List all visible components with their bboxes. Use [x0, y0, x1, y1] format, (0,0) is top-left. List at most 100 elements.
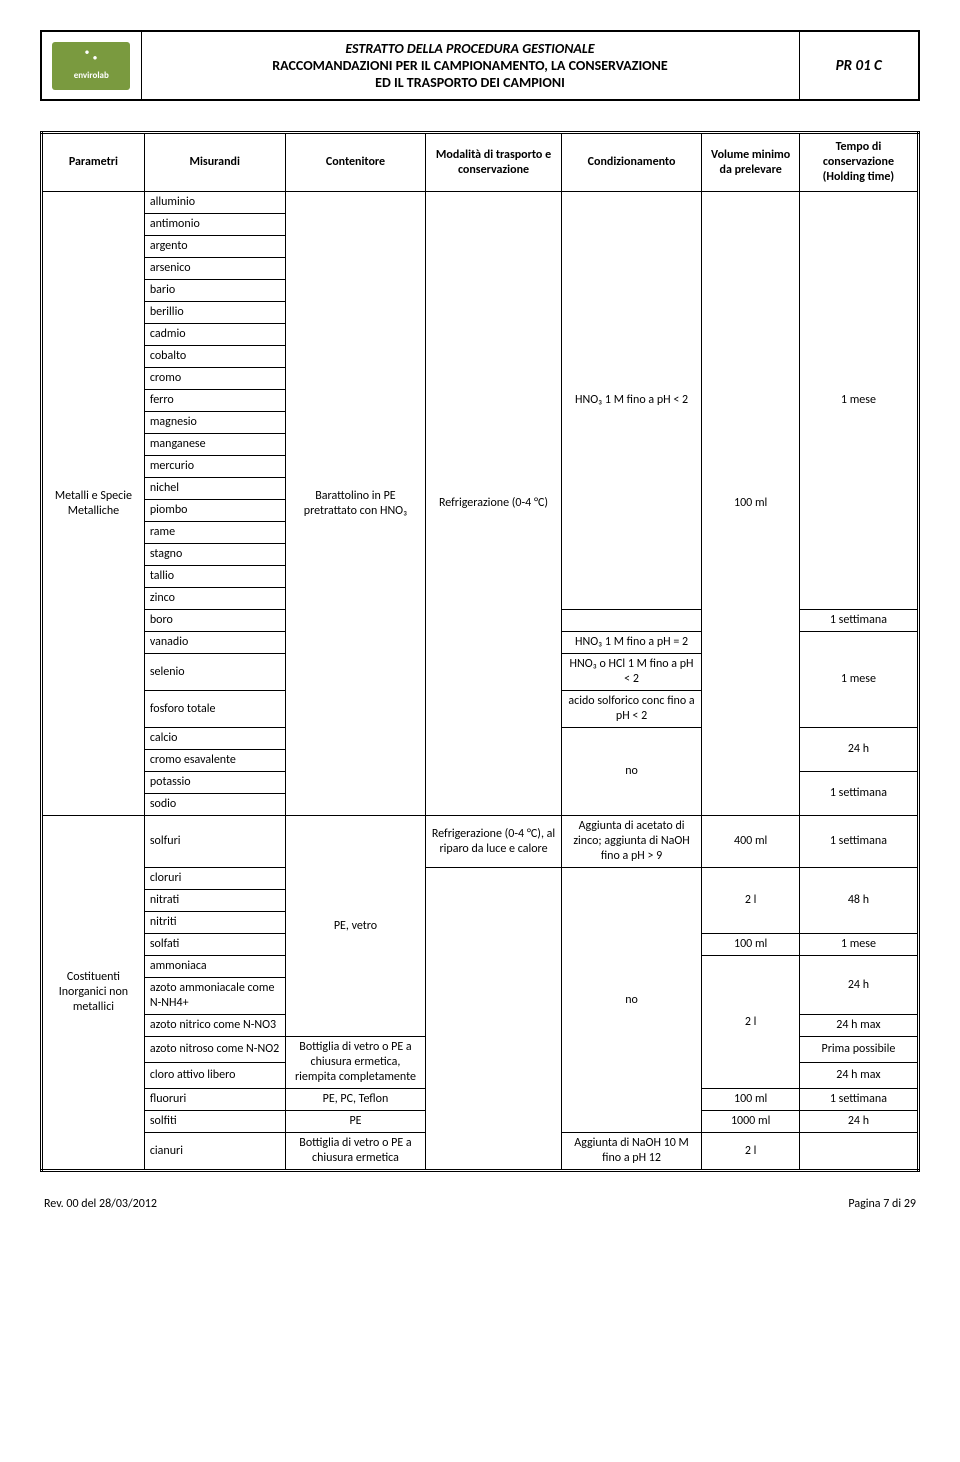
- col-misurandi: Misurandi: [144, 133, 285, 192]
- col-volume: Volume minimo da prelevare: [702, 133, 799, 192]
- vol-100ml: 100 ml: [702, 934, 799, 956]
- mod-blank: [426, 868, 561, 1171]
- tempo-24h: 24 h: [799, 728, 918, 772]
- col-tempo: Tempo di conservazione (Holding time): [799, 133, 918, 192]
- cond-selenio: HNO₃ o HCl 1 M fino a pH < 2: [561, 654, 702, 691]
- col-parametri: Parametri: [42, 133, 145, 192]
- misurando: azoto nitrico come N-NO3: [144, 1015, 285, 1037]
- misurando: boro: [144, 610, 285, 632]
- tempo-1sett-fl: 1 settimana: [799, 1089, 918, 1111]
- col-modalita: Modalità di trasporto e conservazione: [426, 133, 561, 192]
- header-line3: ED IL TRASPORTO DEI CAMPIONI: [150, 74, 791, 91]
- misurando: ammoniaca: [144, 956, 285, 978]
- misurando: cloro attivo libero: [144, 1063, 285, 1089]
- document-header: envirolab ESTRATTO DELLA PROCEDURA GESTI…: [40, 30, 920, 101]
- cond-no-inorg: no: [561, 868, 702, 1133]
- tempo-boro: 1 settimana: [799, 610, 918, 632]
- misurando: stagno: [144, 544, 285, 566]
- misurando: tallio: [144, 566, 285, 588]
- parameters-table: Parametri Misurandi Contenitore Modalità…: [40, 131, 920, 1172]
- header-title: ESTRATTO DELLA PROCEDURA GESTIONALE RACC…: [141, 31, 799, 100]
- cond-vanadio: HNO₃ 1 M fino a pH = 2: [561, 632, 702, 654]
- tempo-24h-solfiti: 24 h: [799, 1111, 918, 1133]
- tempo-24hmax-2: 24 h max: [799, 1063, 918, 1089]
- page-footer: Rev. 00 del 28/03/2012 Pagina 7 di 29: [40, 1197, 920, 1211]
- misurando: nichel: [144, 478, 285, 500]
- vol-2l-1: 2 l: [702, 868, 799, 934]
- misurando: cloruri: [144, 868, 285, 890]
- misurando: antimonio: [144, 214, 285, 236]
- table-row: cloruri no 2 l 48 h: [42, 868, 919, 890]
- cont-pe-pc-teflon: PE, PC, Teflon: [285, 1089, 426, 1111]
- tempo-solfuri: 1 settimana: [799, 816, 918, 868]
- cond-no: no: [561, 728, 702, 816]
- cond-fosforo: acido solforico conc fino a pH < 2: [561, 691, 702, 728]
- mod-metalli: Refrigerazione (0-4 °C): [426, 192, 561, 816]
- param-metalli: Metalli e Specie Metalliche: [42, 192, 145, 816]
- misurando: manganese: [144, 434, 285, 456]
- misurando: berillio: [144, 302, 285, 324]
- vol-1000ml: 1000 ml: [702, 1111, 799, 1133]
- footer-page: Pagina 7 di 29: [848, 1197, 916, 1211]
- misurando: cianuri: [144, 1133, 285, 1171]
- tempo-48h: 48 h: [799, 868, 918, 934]
- vol-100ml-fl: 100 ml: [702, 1089, 799, 1111]
- logo: envirolab: [52, 42, 130, 90]
- misurando: mercurio: [144, 456, 285, 478]
- misurando: solfati: [144, 934, 285, 956]
- param-inorg: Costituenti Inorganici non metallici: [42, 816, 145, 1171]
- misurando: solfiti: [144, 1111, 285, 1133]
- misurando: zinco: [144, 588, 285, 610]
- misurando: azoto nitroso come N-NO2: [144, 1037, 285, 1063]
- misurando: vanadio: [144, 632, 285, 654]
- vol-2l-3: 2 l: [702, 1133, 799, 1171]
- tempo-1mese-solfati: 1 mese: [799, 934, 918, 956]
- tempo-1sett: 1 settimana: [799, 772, 918, 816]
- cont-pe: PE: [285, 1111, 426, 1133]
- tempo-24hmax-1: 24 h max: [799, 1015, 918, 1037]
- cond-hno3: HNO₃ 1 M fino a pH < 2: [561, 192, 702, 610]
- col-condizionamento: Condizionamento: [561, 133, 702, 192]
- cond-solfuri: Aggiunta di acetato di zinco; aggiunta d…: [561, 816, 702, 868]
- cont-bottiglia2: Bottiglia di vetro o PE a chiusura ermet…: [285, 1133, 426, 1171]
- misurando: alluminio: [144, 192, 285, 214]
- misurando: sodio: [144, 794, 285, 816]
- tempo-prima: Prima possibile: [799, 1037, 918, 1063]
- vol-metalli: 100 ml: [702, 192, 799, 816]
- misurando: cromo esavalente: [144, 750, 285, 772]
- misurando: arsenico: [144, 258, 285, 280]
- tempo-cianuri: [799, 1133, 918, 1171]
- misurando: nitrati: [144, 890, 285, 912]
- vol-2l-2: 2 l: [702, 956, 799, 1089]
- misurando: cromo: [144, 368, 285, 390]
- vol-solfuri: 400 ml: [702, 816, 799, 868]
- misurando: solfuri: [144, 816, 285, 868]
- table-row: Metalli e Specie Metalliche alluminio Ba…: [42, 192, 919, 214]
- misurando: piombo: [144, 500, 285, 522]
- misurando: cobalto: [144, 346, 285, 368]
- misurando: rame: [144, 522, 285, 544]
- header-line2: RACCOMANDAZIONI PER IL CAMPIONAMENTO, LA…: [150, 57, 791, 74]
- table-row: Costituenti Inorganici non metallici sol…: [42, 816, 919, 868]
- tempo-vsf: 1 mese: [799, 632, 918, 728]
- misurando: bario: [144, 280, 285, 302]
- misurando: azoto ammoniacale come N-NH4+: [144, 978, 285, 1015]
- cont-pe-vetro: PE, vetro: [285, 816, 426, 1037]
- cont-metalli: Barattolino in PE pretrattato con HNO₃: [285, 192, 426, 816]
- header-code: PR 01 C: [799, 31, 919, 100]
- misurando: calcio: [144, 728, 285, 750]
- cond-cell: [561, 610, 702, 632]
- table-header-row: Parametri Misurandi Contenitore Modalità…: [42, 133, 919, 192]
- cont-bottiglia: Bottiglia di vetro o PE a chiusura ermet…: [285, 1037, 426, 1089]
- misurando: cadmio: [144, 324, 285, 346]
- misurando: fluoruri: [144, 1089, 285, 1111]
- footer-revision: Rev. 00 del 28/03/2012: [44, 1197, 157, 1211]
- logo-text: envirolab: [74, 70, 109, 81]
- col-contenitore: Contenitore: [285, 133, 426, 192]
- tempo-24h-amm: 24 h: [799, 956, 918, 1015]
- misurando: magnesio: [144, 412, 285, 434]
- tempo-1mese: 1 mese: [799, 192, 918, 610]
- misurando: potassio: [144, 772, 285, 794]
- mod-solfuri: Refrigerazione (0-4 °C), al riparo da lu…: [426, 816, 561, 868]
- misurando: fosforo totale: [144, 691, 285, 728]
